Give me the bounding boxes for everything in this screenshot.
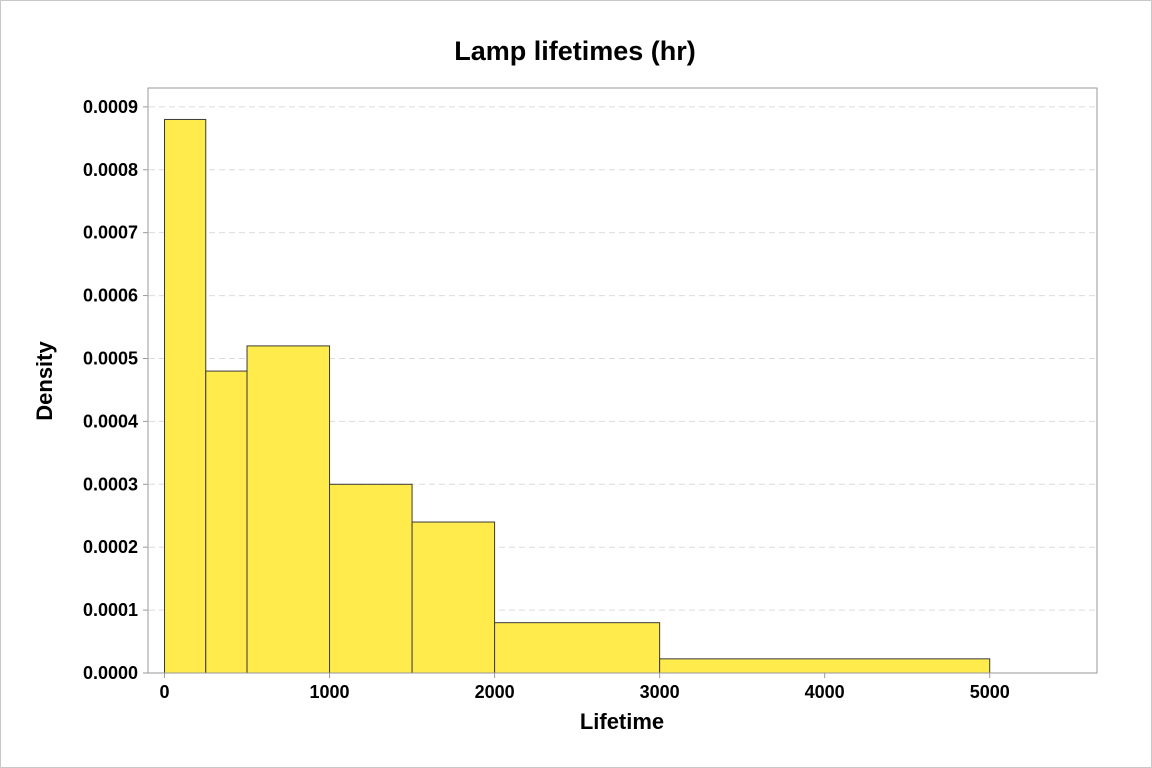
histogram-bars [164,118,991,674]
histogram-bar [411,521,496,674]
y-tick-label: 0.0005 [83,348,138,368]
histogram-bar [246,345,331,674]
y-tick-label: 0.0002 [83,537,138,557]
y-tick-label: 0.0003 [83,474,138,494]
x-tick-label: 0 [159,682,169,702]
histogram-bar [164,118,207,674]
chart-title: Lamp lifetimes (hr) [454,36,696,66]
y-tick-label: 0.0004 [83,411,138,431]
y-tick-label: 0.0007 [83,223,138,243]
x-tick-label: 2000 [475,682,515,702]
histogram-bar [659,658,991,674]
x-axis-label: Lifetime [580,709,664,734]
x-tick-label: 3000 [640,682,680,702]
x-tick-label: 5000 [970,682,1010,702]
y-tick-label: 0.0006 [83,286,138,306]
histogram-bar [205,370,248,674]
x-axis: 0 1000 2000 3000 4000 5000 [159,673,1010,702]
histogram-bar [329,483,413,674]
histogram-bar [494,622,661,674]
y-axis: 0.0000 0.0001 0.0002 0.0003 0.0004 0.0005 0.00… [83,97,148,683]
y-axis-label: Density [32,341,57,421]
grid-lines [149,106,1096,611]
y-tick-label: 0.0000 [83,663,138,683]
plot-area-border [147,87,1098,674]
x-tick-label: 1000 [310,682,350,702]
y-tick-label: 0.0008 [83,160,138,180]
y-tick-label: 0.0001 [83,600,138,620]
x-tick-label: 4000 [805,682,845,702]
y-tick-label: 0.0009 [83,97,138,117]
